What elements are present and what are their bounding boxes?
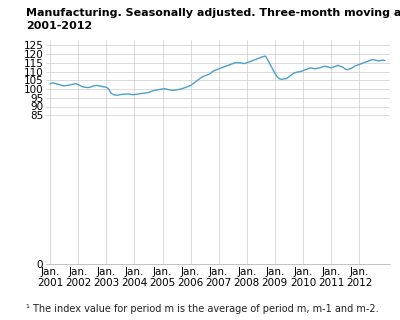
Text: 2001-2012: 2001-2012 [26,21,92,31]
Text: ¹ The index value for period m is the average of period m, m-1 and m-2.: ¹ The index value for period m is the av… [26,304,379,314]
Text: Manufacturing. Seasonally adjusted. Three-month moving average¹: Manufacturing. Seasonally adjusted. Thre… [26,8,400,18]
